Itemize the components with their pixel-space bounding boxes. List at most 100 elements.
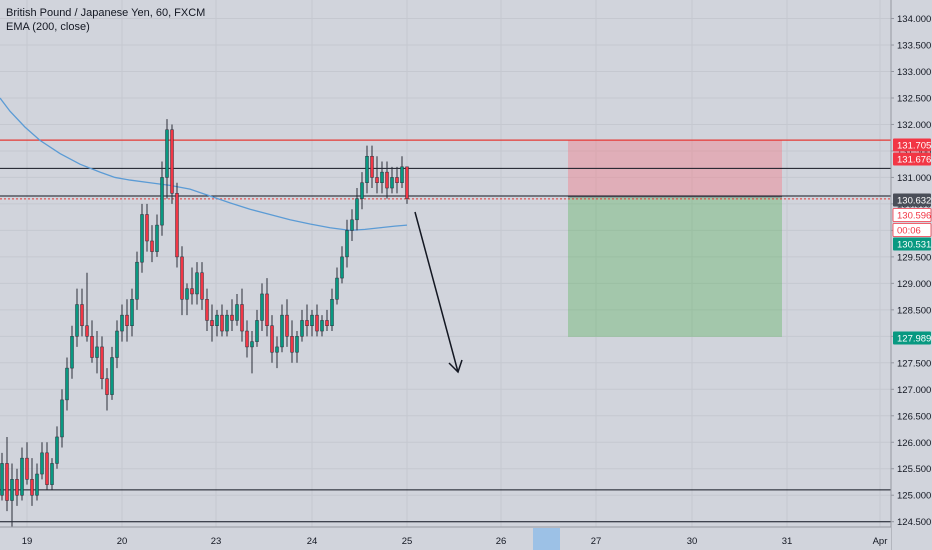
candle-down[interactable]: [85, 325, 89, 337]
candle-up[interactable]: [260, 293, 264, 321]
candle-up[interactable]: [390, 177, 394, 189]
candle-up[interactable]: [330, 299, 334, 326]
candle-up[interactable]: [65, 367, 69, 401]
candle-down[interactable]: [200, 272, 204, 300]
candle-up[interactable]: [235, 304, 239, 321]
price-badges: 131.705 131.676 130.632 130.596 00:06 130.531…: [892, 138, 932, 345]
candle-down[interactable]: [385, 171, 389, 189]
candle-down[interactable]: [395, 177, 399, 183]
candle-down[interactable]: [270, 325, 274, 353]
candle-down[interactable]: [290, 336, 294, 353]
candle-up[interactable]: [255, 320, 259, 342]
candle-down[interactable]: [25, 457, 29, 480]
candle-up[interactable]: [115, 330, 119, 358]
candle-down[interactable]: [100, 346, 104, 379]
arrow-head: [448, 359, 463, 374]
candle-down[interactable]: [370, 155, 374, 178]
candle-up[interactable]: [335, 277, 339, 300]
candle-up[interactable]: [340, 256, 344, 279]
candle-up[interactable]: [350, 219, 354, 231]
candle-up[interactable]: [140, 214, 144, 263]
candle-up[interactable]: [310, 314, 314, 326]
arrow-shaft[interactable]: [414, 211, 459, 373]
candle-up[interactable]: [160, 177, 164, 226]
candle-down[interactable]: [30, 479, 34, 496]
candle-up[interactable]: [280, 314, 284, 348]
candle-down[interactable]: [265, 293, 269, 326]
candle-up[interactable]: [380, 171, 384, 183]
candle-up[interactable]: [55, 436, 59, 464]
x-tick-label: 31: [782, 536, 793, 547]
candle-up[interactable]: [50, 463, 54, 485]
candle-up[interactable]: [195, 272, 199, 295]
candle-down[interactable]: [80, 304, 84, 326]
candle-down[interactable]: [145, 214, 149, 242]
candle-down[interactable]: [220, 314, 224, 332]
take-profit-zone[interactable]: [568, 196, 782, 337]
candle-down[interactable]: [230, 314, 234, 321]
candle-down[interactable]: [325, 320, 329, 326]
candle-up[interactable]: [40, 452, 44, 475]
y-tick-label: 126.000: [897, 438, 931, 449]
candle-up[interactable]: [300, 320, 304, 337]
candle-down[interactable]: [315, 314, 319, 332]
y-tick-label: 129.500: [897, 252, 931, 263]
price-badge-label: 00:06: [897, 226, 921, 237]
candle-down[interactable]: [205, 299, 209, 321]
candle-down[interactable]: [285, 314, 289, 337]
candle-up[interactable]: [320, 320, 324, 332]
candle-down[interactable]: [245, 330, 249, 348]
candle-up[interactable]: [120, 314, 124, 332]
y-tick-label: 126.500: [897, 411, 931, 422]
candle-up[interactable]: [135, 261, 139, 300]
candle-up[interactable]: [165, 129, 169, 178]
candle-up[interactable]: [250, 341, 254, 348]
candle-down[interactable]: [105, 378, 109, 395]
candle-down[interactable]: [15, 479, 19, 496]
candle-up[interactable]: [275, 346, 279, 353]
candle-up[interactable]: [35, 473, 39, 496]
candle-down[interactable]: [375, 177, 379, 183]
candle-up[interactable]: [365, 155, 369, 183]
candle-up[interactable]: [75, 304, 79, 337]
candle-up[interactable]: [400, 166, 404, 183]
candle-down[interactable]: [150, 240, 154, 252]
candle-up[interactable]: [130, 299, 134, 326]
candle-down[interactable]: [405, 166, 409, 199]
candle-down[interactable]: [180, 256, 184, 300]
x-tick-label: 27: [591, 536, 602, 547]
candle-down[interactable]: [45, 452, 49, 485]
candle-down[interactable]: [240, 304, 244, 332]
candle-down[interactable]: [305, 320, 309, 326]
x-tick-label: 25: [402, 536, 413, 547]
candle-down[interactable]: [210, 320, 214, 326]
candle-up[interactable]: [185, 288, 189, 300]
candle-up[interactable]: [110, 357, 114, 395]
candle-down[interactable]: [125, 314, 129, 326]
candle-down[interactable]: [90, 336, 94, 358]
legend: British Pound / Japanese Yen, 60, FXCM E…: [6, 6, 205, 34]
candle-up[interactable]: [225, 314, 229, 332]
candle-up[interactable]: [295, 336, 299, 353]
candle-up[interactable]: [155, 224, 159, 252]
candle-up[interactable]: [70, 336, 74, 369]
y-tick-label: 127.500: [897, 358, 931, 369]
candle-up[interactable]: [20, 457, 24, 496]
candle-up[interactable]: [355, 198, 359, 221]
candle-up[interactable]: [345, 230, 349, 258]
candle-up[interactable]: [10, 479, 14, 501]
candle-up[interactable]: [360, 182, 364, 199]
price-badge: [892, 223, 932, 237]
candle-down[interactable]: [5, 463, 9, 501]
candle-down[interactable]: [170, 129, 174, 194]
candle-down[interactable]: [175, 193, 179, 258]
candle-down[interactable]: [190, 288, 194, 295]
candle-up[interactable]: [95, 346, 99, 358]
candle-up[interactable]: [0, 463, 4, 496]
candle-up[interactable]: [215, 314, 219, 326]
price-axis-background: [891, 0, 932, 550]
candle-up[interactable]: [60, 399, 64, 438]
